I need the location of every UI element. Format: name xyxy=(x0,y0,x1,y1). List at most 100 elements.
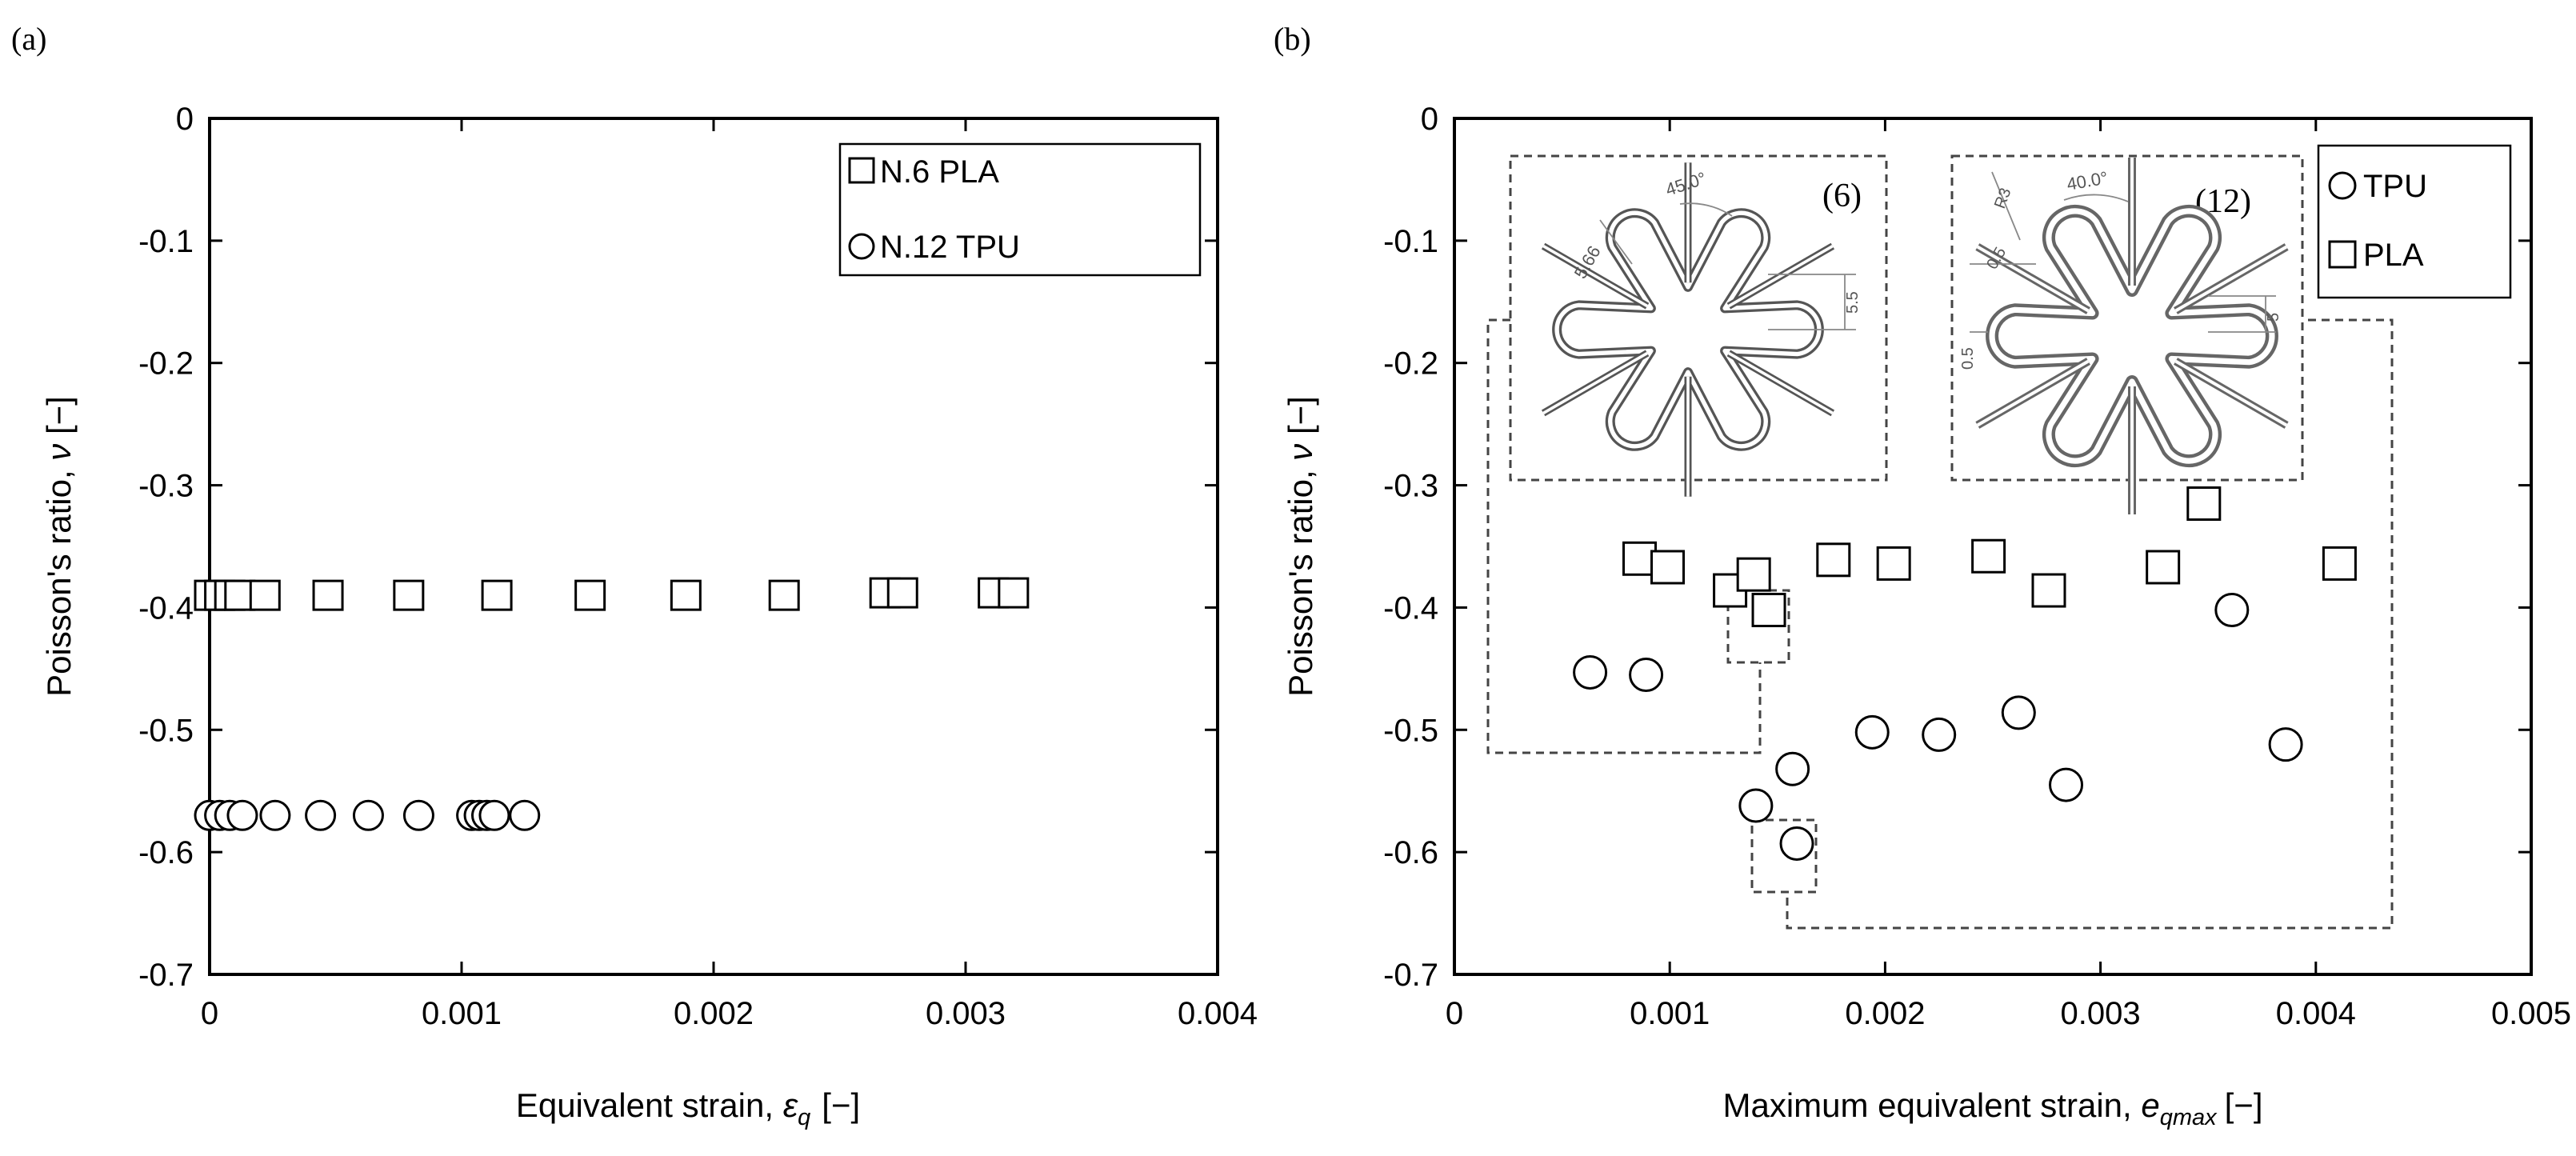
point-tpu xyxy=(1738,788,1774,823)
point-n-6-pla xyxy=(312,579,344,611)
callout-connector-6 xyxy=(1486,318,1762,754)
dim-arc xyxy=(1679,202,1733,217)
y-tick-label: -0.7 xyxy=(1383,958,1438,993)
inset-12: (12) R3 40.0° 0.5 0.5 5 xyxy=(1950,154,2304,514)
panel-b-plot-frame xyxy=(1453,117,2533,976)
y-tick-label: -0.7 xyxy=(138,958,194,993)
point-n-12-tpu xyxy=(402,799,434,831)
star-stem-inner xyxy=(1728,245,1834,308)
point-n-6-pla xyxy=(481,579,513,611)
point-n-6-pla xyxy=(249,579,281,611)
x-tick-label: 0.002 xyxy=(1845,996,1925,1031)
highlight-box-tpu xyxy=(1750,818,1818,894)
legend-circle-icon xyxy=(848,233,875,260)
point-tpu xyxy=(1854,714,1890,750)
point-tpu xyxy=(1629,658,1664,692)
inset-12-frame xyxy=(1950,154,2304,482)
x-tick-label: 0 xyxy=(201,996,218,1031)
star-stem-inner xyxy=(1542,245,1648,308)
point-pla xyxy=(1816,542,1851,578)
x-tick-label: 0 xyxy=(1446,996,1463,1031)
point-n-12-tpu xyxy=(226,799,258,831)
point-n-12-tpu xyxy=(305,799,337,831)
dim-side-lines xyxy=(1768,274,1856,330)
inset-6-frame xyxy=(1509,154,1888,482)
y-tick-label: -0.2 xyxy=(1383,346,1438,382)
point-pla xyxy=(1736,557,1771,592)
dim-thickness-lines xyxy=(1970,263,2036,333)
point-n-6-pla xyxy=(670,579,702,611)
panel-a: (a) 0 -0.1 -0.2 -0.3 -0.4 -0.5 -0.6 -0.7 0 0.001… xyxy=(11,21,1258,1130)
legend-circle-icon xyxy=(2328,171,2357,200)
panel-a-x-axis: 0 0.001 0.002 0.003 0.004 xyxy=(201,118,1258,1031)
x-tick-label: 0.004 xyxy=(1178,996,1258,1031)
y-tick-label: -0.6 xyxy=(1383,835,1438,870)
point-tpu xyxy=(2268,727,2303,762)
panel-b-legend-box xyxy=(2317,144,2512,299)
y-tick-label: -0.1 xyxy=(138,224,194,259)
x-tick-label: 0.004 xyxy=(2276,996,2356,1031)
point-pla xyxy=(2322,546,2357,581)
point-tpu xyxy=(2214,592,2250,627)
panel-b: (b) 0 -0.1 -0.2 -0.3 -0.4 -0.5 -0.6 -0.7 0 0.001… xyxy=(1274,21,2571,1130)
point-tpu xyxy=(2001,695,2036,730)
inset-12-dim-thickness-side: 0.5 xyxy=(1959,347,1977,370)
dim-arc xyxy=(2063,194,2129,202)
inset-6-star-shape xyxy=(1541,162,1835,497)
y-tick-label: -0.4 xyxy=(1383,590,1438,626)
x-tick-label: 0.001 xyxy=(422,996,502,1031)
panel-a-label: (a) xyxy=(11,21,46,57)
panel-b-label: (b) xyxy=(1274,21,1311,57)
y-tick-label: -0.6 xyxy=(138,835,194,870)
inset-12-dimensions xyxy=(1970,171,2276,333)
y-tick-label: -0.3 xyxy=(1383,469,1438,504)
y-tick-label: -0.5 xyxy=(1383,713,1438,748)
star-inner-line xyxy=(1989,208,2275,464)
y-tick-label: -0.3 xyxy=(138,469,194,504)
panel-b-marks xyxy=(1573,486,2357,861)
point-tpu xyxy=(1573,654,1608,690)
inset-12-star-shape xyxy=(1975,158,2289,514)
star-stem-inner xyxy=(1542,351,1648,414)
point-n-12-tpu xyxy=(352,799,384,831)
panel-a-legend-label-tpu: N.12 TPU xyxy=(880,230,1020,265)
inset-6-dim-side: 5.5 xyxy=(1844,291,1862,314)
point-n-12-tpu xyxy=(259,799,291,831)
inset-6-label: (6) xyxy=(1822,178,1862,214)
point-n-6-pla xyxy=(886,577,918,609)
x-tick-label: 0.003 xyxy=(2061,996,2141,1031)
panel-b-legend-label-pla: PLA xyxy=(2363,238,2424,273)
panel-b-legend: TPU PLA xyxy=(2317,144,2512,299)
panel-b-legend-label-tpu: TPU xyxy=(2363,169,2427,204)
y-tick-label: -0.5 xyxy=(138,713,194,748)
point-tpu xyxy=(2049,767,2084,802)
panel-b-x-axis-label: Maximum equivalent strain, eqmax [−] xyxy=(1722,1086,2262,1130)
point-pla xyxy=(2186,486,2222,521)
dim-side-lines xyxy=(2208,295,2276,333)
point-n-12-tpu xyxy=(509,799,541,831)
star-stem-inner xyxy=(2174,359,2288,427)
panel-b-callout-lines xyxy=(1486,318,2394,930)
star-stem-inner xyxy=(1976,245,2090,313)
point-n-6-pla xyxy=(393,579,425,611)
panel-b-x-axis: 0 0.001 0.002 0.003 0.004 0.005 xyxy=(1446,118,2571,1031)
y-tick-label: 0 xyxy=(176,102,194,137)
x-tick-label: 0.001 xyxy=(1630,996,1710,1031)
point-n-6-pla xyxy=(768,579,800,611)
dim-line xyxy=(1991,171,2021,241)
x-tick-label: 0.003 xyxy=(926,996,1006,1031)
point-n-6-pla xyxy=(574,579,606,611)
point-n-12-tpu xyxy=(478,799,510,831)
star-inner-line xyxy=(1554,210,1822,449)
inset-6: (6) 45.0° 5.66 5.5 xyxy=(1509,154,1888,497)
point-tpu xyxy=(1779,826,1814,861)
star-stem-inner xyxy=(1976,359,2090,427)
inset-6-dimensions xyxy=(1599,202,1856,330)
inset-12-dim-side: 5 xyxy=(2265,313,2282,322)
point-n-6-pla xyxy=(998,577,1030,609)
point-tpu xyxy=(1922,717,1957,752)
point-tpu xyxy=(1775,751,1810,786)
dim-line xyxy=(1599,219,1633,265)
